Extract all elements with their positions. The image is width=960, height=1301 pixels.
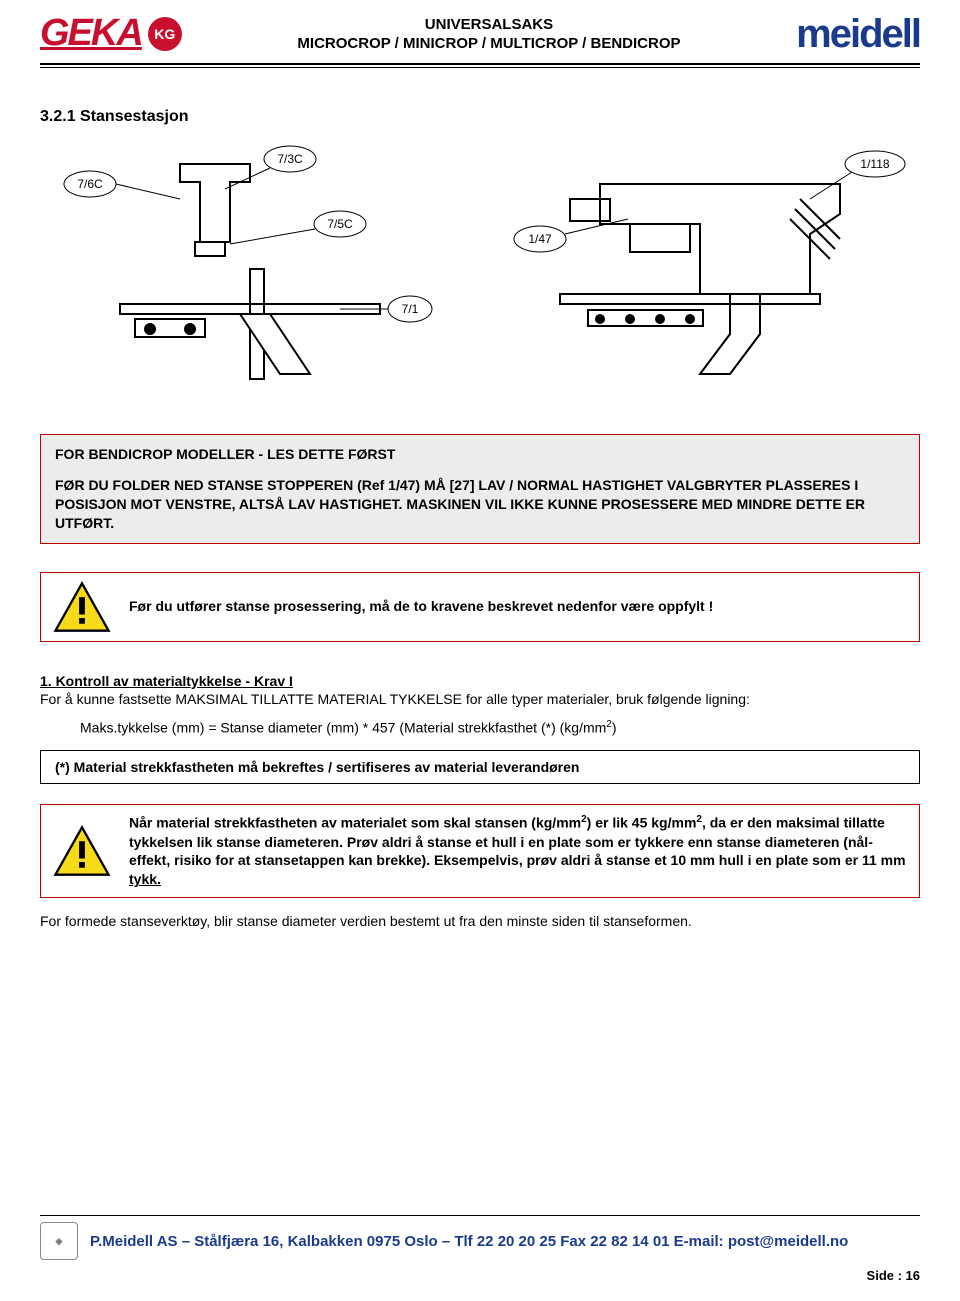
callout-7-5c: 7/5C [327, 217, 353, 231]
footer-rule [40, 1215, 920, 1216]
krav-1-block: 1. Kontroll av materialtykkelse - Krav I… [40, 672, 920, 710]
header-title-2: MICROCROP / MINICROP / MULTICROP / BENDI… [182, 35, 796, 52]
callout-1-118: 1/118 [860, 157, 889, 171]
warning-icon [53, 581, 111, 633]
warn2-d: tykk. [129, 871, 161, 887]
warning-icon [53, 825, 111, 877]
footer-badge-icon: ◈ [40, 1222, 78, 1260]
callout-7-1: 7/1 [402, 302, 419, 316]
callout-1-47: 1/47 [528, 232, 552, 246]
formula-suffix: ) [612, 720, 617, 736]
geka-badge-icon: KG [148, 17, 182, 51]
footer-text: P.Meidell AS – Stålfjæra 16, Kalbakken 0… [90, 1233, 848, 1250]
technical-diagram: 7/6C 7/3C 7/5C 7/1 [40, 144, 920, 404]
certification-text: (*) Material strekkfastheten må bekrefte… [55, 759, 579, 775]
warn2-b: ) er lik 45 kg/mm [587, 815, 697, 831]
bendicrop-notice-box: FOR BENDICROP MODELLER - LES DETTE FØRST… [40, 434, 920, 544]
callout-7-6c: 7/6C [77, 177, 103, 191]
formula: Maks.tykkelse (mm) = Stanse diameter (mm… [80, 719, 920, 736]
warning-1-text: Før du utfører stanse prosessering, må d… [129, 597, 713, 616]
notice-line-1: FOR BENDICROP MODELLER - LES DETTE FØRST [55, 445, 905, 464]
warning-box-1: Før du utfører stanse prosessering, må d… [40, 572, 920, 642]
page: GEKA KG UNIVERSALSAKS MICROCROP / MINICR… [0, 0, 960, 1301]
footer-line: ◈ P.Meidell AS – Stålfjæra 16, Kalbakken… [40, 1222, 920, 1260]
warning-box-2: Når material strekkfastheten av material… [40, 804, 920, 898]
certification-box: (*) Material strekkfastheten må bekrefte… [40, 750, 920, 784]
logo-meidell: meidell [796, 12, 920, 57]
callout-7-3c: 7/3C [277, 152, 303, 166]
page-header: GEKA KG UNIVERSALSAKS MICROCROP / MINICR… [40, 0, 920, 65]
notice-line-2: FØR DU FOLDER NED STANSE STOPPEREN (Ref … [55, 476, 905, 533]
header-titles: UNIVERSALSAKS MICROCROP / MINICROP / MUL… [182, 12, 796, 52]
warning-2-text: Når material strekkfastheten av material… [129, 813, 907, 889]
diagram-svg: 7/6C 7/3C 7/5C 7/1 [40, 144, 920, 404]
logo-geka: GEKA KG [40, 12, 182, 55]
page-footer: ◈ P.Meidell AS – Stålfjæra 16, Kalbakken… [0, 1215, 960, 1283]
header-rule [40, 67, 920, 68]
warn2-a: Når material strekkfastheten av material… [129, 815, 581, 831]
header-title-1: UNIVERSALSAKS [182, 16, 796, 33]
page-number: Side : 16 [40, 1268, 920, 1283]
krav-1-title: 1. Kontroll av materialtykkelse - Krav I [40, 673, 293, 689]
section-heading: 3.2.1 Stansestasjon [40, 108, 920, 126]
krav-1-body: For å kunne fastsette MAKSIMAL TILLATTE … [40, 691, 750, 707]
closing-text: For formede stanseverktøy, blir stanse d… [40, 912, 920, 931]
meidell-wordmark: meidell [796, 12, 920, 56]
formula-prefix: Maks.tykkelse (mm) = Stanse diameter (mm… [80, 720, 606, 736]
geka-wordmark: GEKA [40, 12, 142, 55]
